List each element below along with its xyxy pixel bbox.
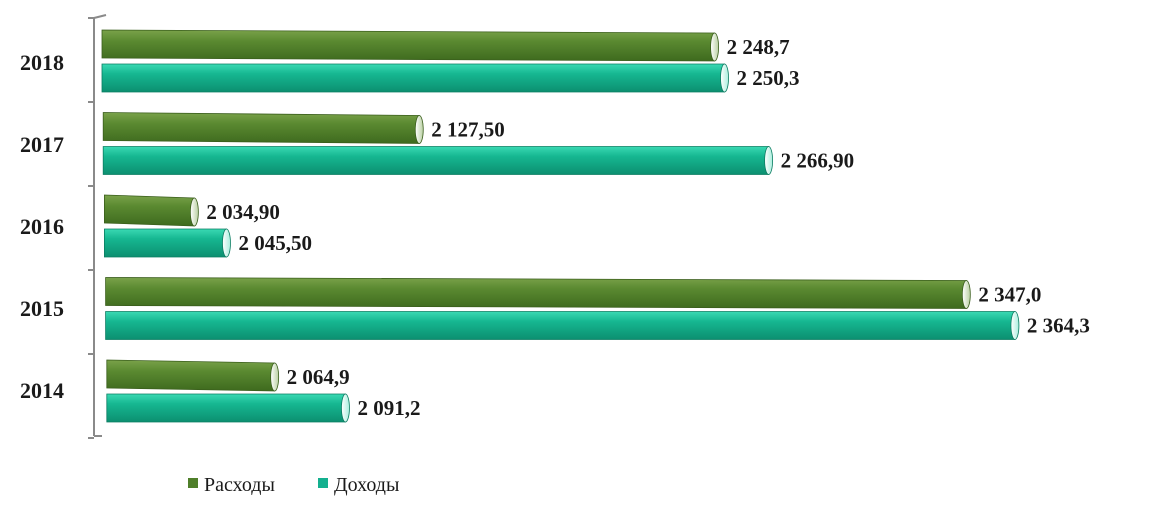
bar-cap-rashody-2014 xyxy=(270,362,280,392)
bar-cap-rashody-2016 xyxy=(189,197,199,227)
category-label-2015: 2015 xyxy=(20,296,64,321)
value-label-dohody-2016: 2 045,50 xyxy=(238,231,312,255)
value-label-dohody-2014: 2 091,2 xyxy=(357,396,420,420)
bar-cap-dohody-2017 xyxy=(764,146,774,175)
bar-dohody-2014 xyxy=(106,393,346,423)
category-labels: 2018 2017 2016 2015 2014 xyxy=(20,50,64,403)
legend: Расходы Доходы xyxy=(188,474,399,496)
bar-cap-dohody-2014 xyxy=(341,393,350,423)
bar-dohody-2017 xyxy=(102,146,770,175)
bars xyxy=(101,29,1020,423)
category-label-2016: 2016 xyxy=(20,214,64,239)
legend-label-rashody: Расходы xyxy=(204,474,275,496)
value-label-dohody-2018: 2 250,3 xyxy=(737,66,800,90)
value-label-rashody-2017: 2 127,50 xyxy=(431,118,505,142)
bar-cap-rashody-2018 xyxy=(710,32,719,62)
bar-dohody-2016 xyxy=(104,228,227,258)
bar-cap-dohody-2018 xyxy=(720,63,729,93)
bar-rashody-2014 xyxy=(106,359,276,392)
y-axis-cap-top xyxy=(93,14,107,19)
bar-cap-dohody-2016 xyxy=(222,228,231,258)
value-label-dohody-2017: 2 266,90 xyxy=(781,149,855,173)
category-label-2018: 2018 xyxy=(20,50,64,75)
bar-cap-dohody-2015 xyxy=(1010,311,1020,340)
value-label-dohody-2015: 2 364,3 xyxy=(1027,314,1090,338)
category-label-2014: 2014 xyxy=(20,378,64,403)
value-label-rashody-2018: 2 248,7 xyxy=(727,35,790,59)
value-label-rashody-2015: 2 347,0 xyxy=(978,283,1041,307)
category-label-2017: 2017 xyxy=(20,132,64,157)
bar-cap-rashody-2015 xyxy=(961,280,971,309)
bar-rashody-2016 xyxy=(104,194,195,227)
value-labels: 2 248,7 2 250,3 2 127,50 2 266,90 2 034,90 2 … xyxy=(206,35,1090,420)
bar-rashody-2015 xyxy=(105,277,967,309)
bar-dohody-2018 xyxy=(101,63,725,93)
y-axis xyxy=(88,14,107,439)
value-label-rashody-2016: 2 034,90 xyxy=(206,200,279,224)
bar-rashody-2018 xyxy=(101,29,715,62)
legend-swatch-rashody xyxy=(188,478,198,488)
bar-cap-rashody-2017 xyxy=(414,115,424,144)
bar-dohody-2015 xyxy=(105,311,1016,340)
value-label-rashody-2014: 2 064,9 xyxy=(287,365,350,389)
legend-label-dohody: Доходы xyxy=(334,474,399,496)
bar-rashody-2017 xyxy=(102,112,420,144)
legend-swatch-dohody xyxy=(318,478,328,488)
